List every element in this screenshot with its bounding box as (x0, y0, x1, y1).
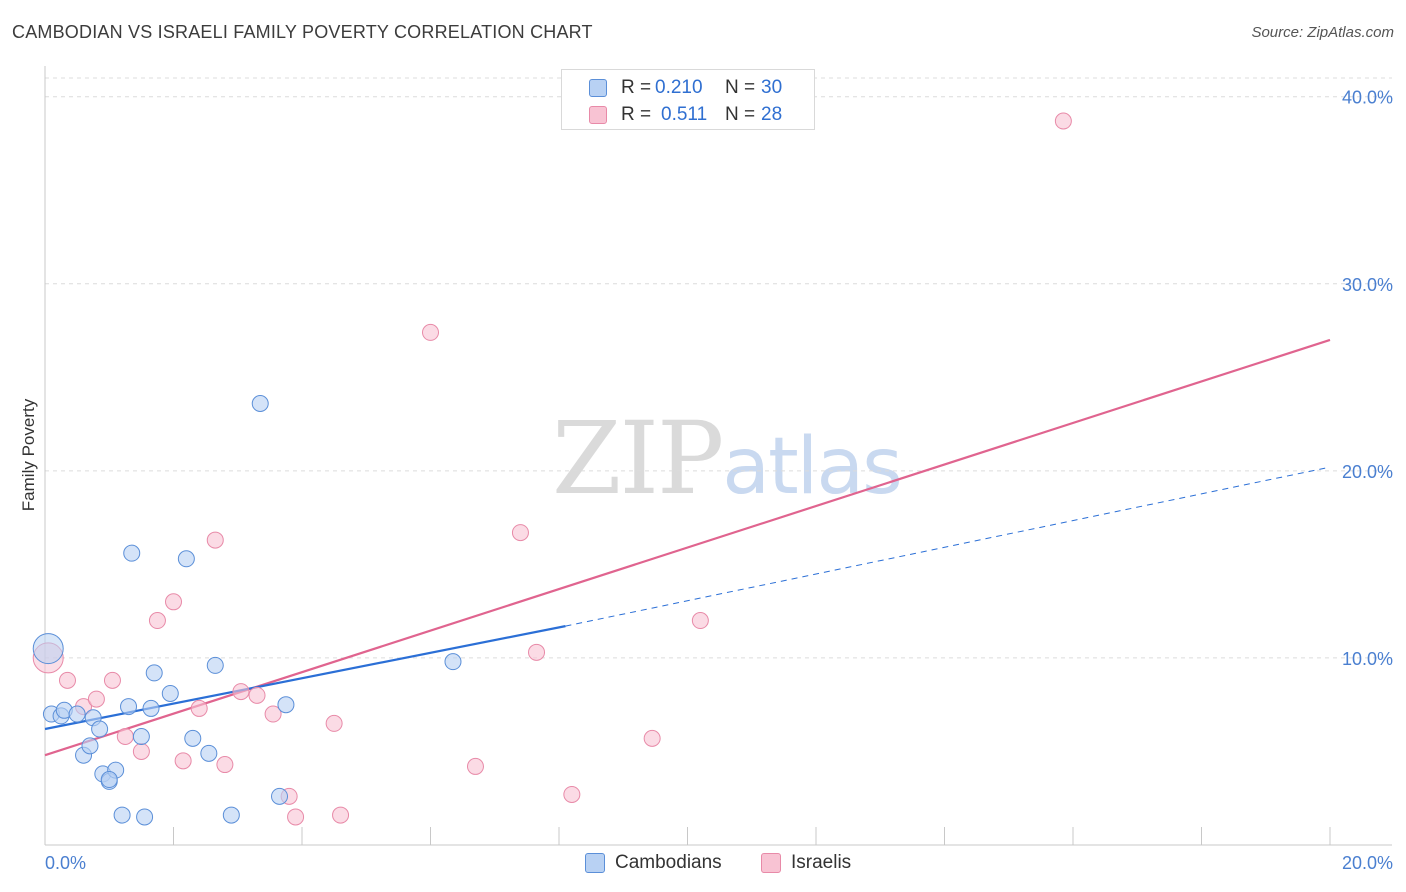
cambodian-point (444, 653, 462, 671)
israeli-point (422, 323, 439, 341)
israeli-point (691, 612, 709, 630)
source-credit: Source: ZipAtlas.com (1251, 24, 1394, 41)
israeli-point (116, 727, 134, 745)
legend-row-cambodians: R = 0.210 N = 30 (562, 74, 782, 101)
legend-label-israelis: Israelis (791, 852, 852, 873)
cambodian-point (200, 744, 218, 762)
israeli-point (264, 705, 282, 723)
cambodian-trend-extension (565, 466, 1331, 627)
x-tick-label: 0.0% (45, 853, 86, 873)
chart-title: CAMBODIAN VS ISRAELI FAMILY POVERTY CORR… (12, 22, 593, 42)
r-value: 0.511 (661, 103, 708, 125)
n-label: N = (725, 103, 756, 125)
israeli-point (58, 671, 76, 689)
cambodian-point (142, 699, 160, 717)
israeli-point (287, 808, 305, 826)
israeli-swatch (589, 105, 607, 124)
r-label: R = (621, 103, 652, 125)
cambodian-point (177, 550, 195, 568)
x-tick-label: 20.0% (1342, 853, 1393, 873)
cambodian-point (91, 720, 109, 738)
israeli-point (232, 683, 250, 701)
cambodian-point (222, 806, 240, 824)
watermark: ZIPatlas (552, 400, 903, 517)
israeli-point (643, 729, 661, 747)
y-axis-label: Family Poverty (19, 398, 38, 511)
cambodian-point (68, 705, 86, 723)
israeli-point (87, 690, 105, 708)
r-label: R = (621, 76, 652, 98)
data-points (32, 112, 1072, 826)
watermark-atlas: atlas (722, 422, 902, 512)
series-legend: Cambodians Israelis (0, 852, 1406, 876)
israeli-point (103, 671, 121, 689)
israeli-point (1054, 112, 1072, 130)
israeli-point (148, 612, 166, 630)
israeli-point (190, 699, 208, 717)
legend-row-israelis: R = 0.511 N = 28 (562, 101, 782, 128)
y-tick-label: 30.0% (1342, 275, 1393, 295)
israeli-point (466, 757, 484, 775)
israeli-point (563, 785, 581, 803)
y-tick-label: 10.0% (1342, 649, 1393, 669)
cambodian-point (184, 729, 202, 747)
y-tick-label: 20.0% (1342, 462, 1393, 482)
tick-labels: 10.0% 20.0% 30.0% 40.0% 0.0% 20.0% (45, 88, 1393, 873)
n-value: 28 (761, 103, 783, 125)
israeli-point (216, 756, 234, 774)
cambodian-swatch (585, 853, 605, 873)
cambodian-point (123, 544, 141, 562)
cambodian-point (136, 808, 154, 826)
cambodian-point (132, 727, 150, 745)
legend-item-cambodians[interactable]: Cambodians (585, 852, 722, 874)
israeli-point (511, 524, 529, 542)
watermark-zip: ZIP (552, 400, 724, 517)
cambodian-trend-line (44, 625, 566, 731)
israeli-point (528, 643, 546, 661)
israeli-point (325, 714, 343, 732)
israeli-point (248, 686, 266, 704)
cambodian-swatch (589, 78, 607, 97)
axes (44, 66, 1392, 846)
n-label: N = (725, 76, 756, 98)
cambodian-point (32, 633, 64, 665)
n-value: 30 (761, 76, 783, 98)
cambodian-point (206, 656, 224, 674)
cambodian-point (271, 787, 289, 805)
stats-legend: R = 0.210 N = 30 R = 0.511 N = 28 (561, 69, 815, 130)
israeli-point (165, 593, 182, 611)
cambodian-point (161, 684, 179, 702)
legend-label-cambodians: Cambodians (615, 852, 722, 873)
cambodian-point (100, 771, 118, 789)
cambodian-point (120, 698, 138, 716)
cambodian-point (145, 664, 163, 682)
israeli-point (132, 742, 150, 760)
legend-item-israelis[interactable]: Israelis (761, 852, 851, 874)
israeli-point (174, 752, 192, 770)
israeli-point (206, 531, 224, 549)
y-tick-label: 40.0% (1342, 88, 1393, 108)
israeli-point (332, 806, 350, 824)
gridlines (45, 77, 1392, 659)
cambodian-point (277, 696, 295, 714)
israeli-swatch (761, 853, 781, 873)
cambodian-point (251, 395, 269, 413)
r-value: 0.210 (655, 76, 703, 98)
cambodian-point (81, 737, 99, 755)
cambodian-point (113, 806, 131, 824)
